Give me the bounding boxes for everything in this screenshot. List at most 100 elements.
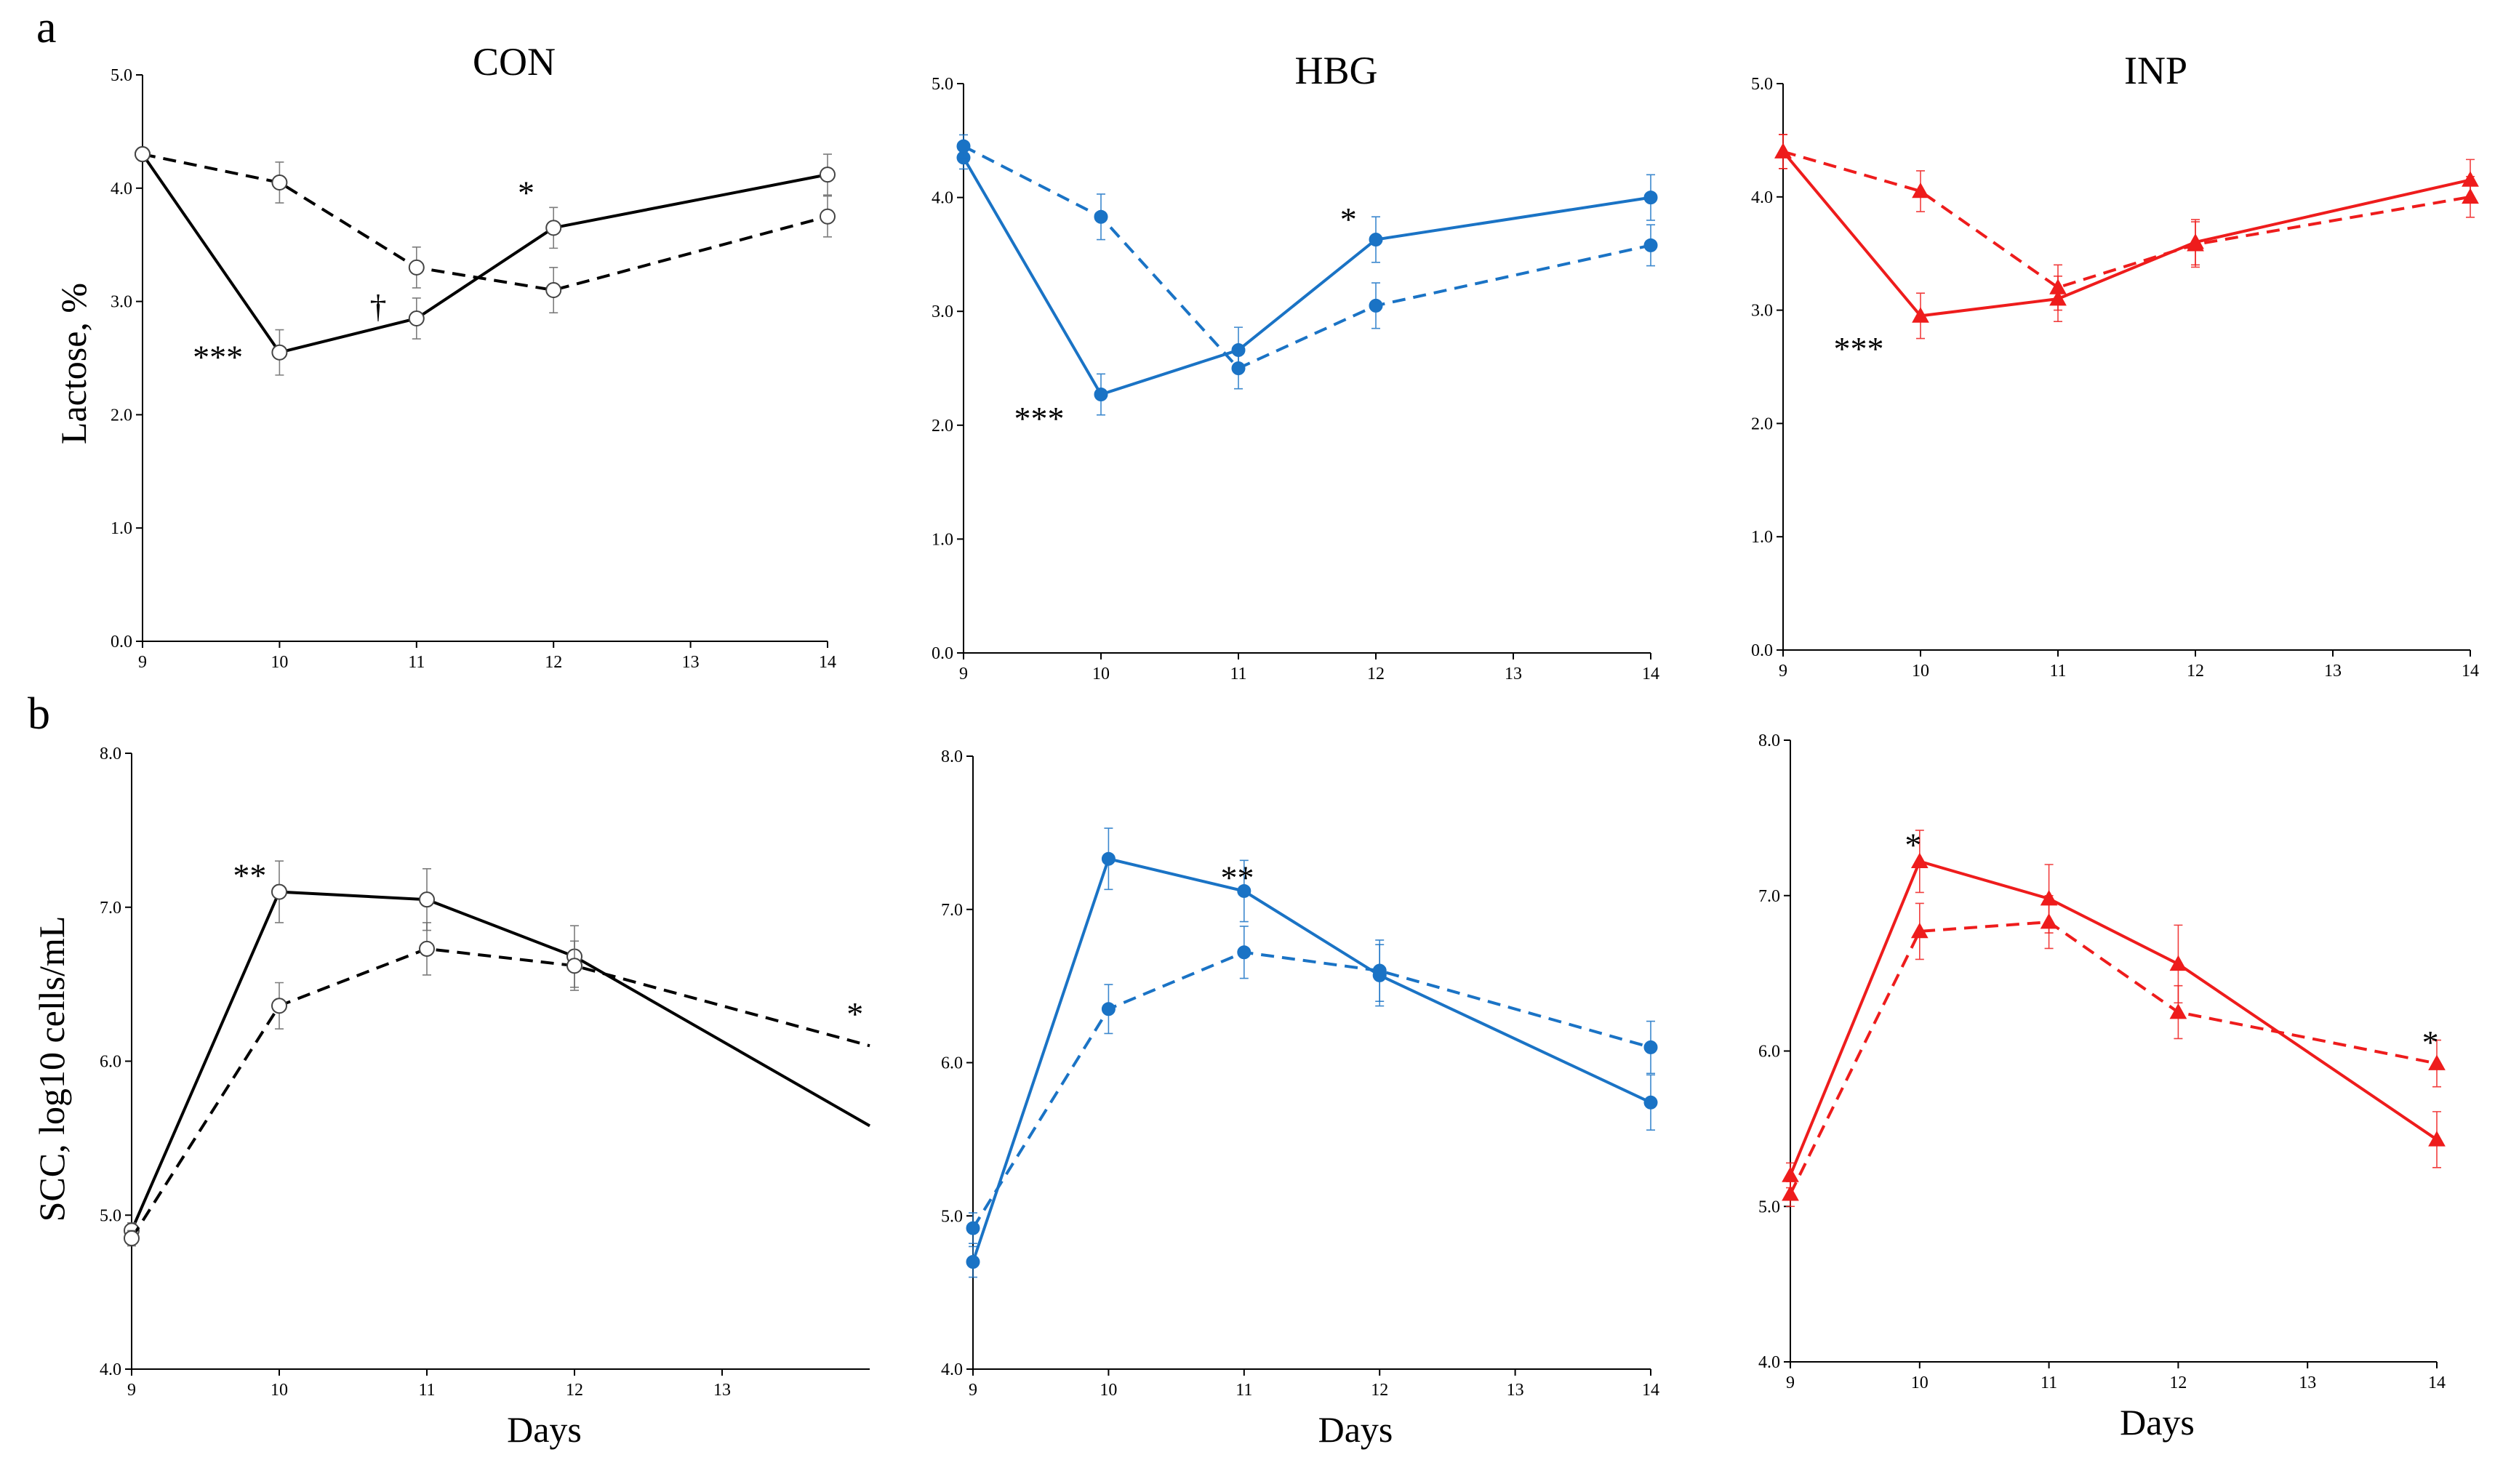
data-point bbox=[271, 175, 288, 191]
chart-panel-a-con: 0.0 1.0 2.0 3.0 4.0 5.0 9 10 11 12 13 14 CON *** † * bbox=[111, 40, 836, 672]
data-point bbox=[2428, 1131, 2446, 1147]
data-point bbox=[1910, 922, 1929, 939]
y-tick-label: 2.0 bbox=[1751, 414, 1773, 433]
x-tick-label: 12 bbox=[2187, 662, 2204, 681]
data-point bbox=[1782, 1185, 1799, 1201]
x-tick-label: 11 bbox=[1230, 665, 1246, 683]
significance-mark: * bbox=[518, 175, 534, 212]
series-line-solid bbox=[972, 857, 1651, 1263]
x-axis-label: Days bbox=[2120, 1402, 2195, 1443]
data-point bbox=[1782, 1166, 1799, 1182]
x-tick-label: 12 bbox=[2169, 1373, 2187, 1392]
y-tick-label: 5.0 bbox=[941, 1207, 963, 1226]
y-tick-label: 5.0 bbox=[111, 66, 132, 85]
x-tick-label: 9 bbox=[1786, 1373, 1795, 1392]
y-tick-label: 5.0 bbox=[932, 75, 953, 94]
data-point bbox=[419, 891, 435, 908]
y-tick-label: 2.0 bbox=[932, 417, 953, 436]
x-tick-label: 10 bbox=[1912, 662, 1929, 681]
data-point bbox=[408, 310, 425, 326]
series-line-dashed bbox=[1782, 150, 2471, 289]
y-tick-label: 4.0 bbox=[100, 1360, 121, 1379]
data-point bbox=[271, 883, 287, 900]
y-tick-label: 7.0 bbox=[1758, 887, 1780, 906]
x-tick-label: 12 bbox=[1367, 665, 1385, 683]
x-axis-label: Days bbox=[507, 1409, 582, 1450]
significance-mark: * bbox=[2422, 1024, 2439, 1061]
x-tick-label: 11 bbox=[408, 653, 425, 672]
x-tick-label: 10 bbox=[1911, 1373, 1929, 1392]
data-point bbox=[1643, 238, 1658, 252]
x-tick-label: 12 bbox=[545, 653, 562, 672]
data-point bbox=[1101, 851, 1116, 866]
y-axis-label-scc: SCC, log10 cells/mL bbox=[31, 916, 72, 1222]
x-tick-label: 9 bbox=[138, 653, 147, 672]
y-tick-label: 4.0 bbox=[932, 189, 953, 208]
significance-mark: ** bbox=[1220, 859, 1254, 897]
series-line-dashed bbox=[972, 950, 1651, 1230]
x-tick-label: 10 bbox=[271, 653, 288, 672]
data-point bbox=[545, 282, 562, 299]
data-point bbox=[966, 1254, 980, 1269]
x-tick-label: 9 bbox=[959, 665, 968, 683]
x-tick-label: 9 bbox=[127, 1381, 136, 1400]
data-point bbox=[2462, 188, 2479, 204]
x-tick-label: 14 bbox=[1642, 1381, 1659, 1400]
data-point bbox=[2049, 278, 2067, 294]
data-point bbox=[135, 146, 151, 163]
data-point bbox=[966, 1221, 980, 1235]
x-tick-label: 9 bbox=[969, 1381, 977, 1400]
chart-panel-a-inp: 0.0 1.0 2.0 3.0 4.0 5.0 9 10 11 12 13 14 INP *** bbox=[1751, 49, 2479, 681]
data-point bbox=[1094, 388, 1108, 402]
data-point bbox=[271, 998, 287, 1014]
data-point bbox=[1643, 1040, 1658, 1054]
y-tick-label: 4.0 bbox=[111, 180, 132, 198]
significance-mark: *** bbox=[1833, 330, 1883, 367]
y-tick-label: 5.0 bbox=[100, 1206, 121, 1225]
x-tick-label: 11 bbox=[1236, 1381, 1252, 1400]
significance-mark: * bbox=[1340, 201, 1357, 238]
series-line-solid bbox=[130, 890, 870, 1232]
data-point bbox=[1369, 233, 1383, 247]
x-tick-label: 13 bbox=[682, 653, 700, 672]
x-tick-label: 13 bbox=[2324, 662, 2342, 681]
y-tick-label: 1.0 bbox=[111, 519, 132, 538]
x-axis-label: Days bbox=[1318, 1409, 1393, 1450]
series-line-dashed bbox=[130, 947, 870, 1240]
data-point bbox=[124, 1230, 140, 1247]
x-tick-label: 12 bbox=[1371, 1381, 1388, 1400]
significance-mark: * bbox=[1905, 826, 1921, 863]
x-tick-label: 10 bbox=[271, 1381, 288, 1400]
y-tick-label: 4.0 bbox=[941, 1360, 963, 1379]
y-tick-label: 1.0 bbox=[1751, 528, 1773, 547]
data-point bbox=[1643, 190, 1658, 205]
series-line-solid bbox=[962, 156, 1651, 396]
x-tick-label: 13 bbox=[1507, 1381, 1524, 1400]
data-point bbox=[1231, 361, 1246, 375]
y-tick-label: 6.0 bbox=[941, 1054, 963, 1073]
y-tick-label: 8.0 bbox=[941, 747, 963, 766]
data-point bbox=[2169, 1003, 2187, 1019]
y-tick-label: 5.0 bbox=[1758, 1198, 1780, 1216]
y-tick-label: 3.0 bbox=[1751, 302, 1773, 321]
y-tick-label: 4.0 bbox=[1751, 188, 1773, 207]
data-point bbox=[820, 167, 836, 183]
data-point bbox=[545, 220, 562, 236]
data-point bbox=[1372, 963, 1387, 978]
y-tick-label: 1.0 bbox=[932, 530, 953, 549]
data-point bbox=[1237, 883, 1251, 898]
y-axis-label-lactose: Lactose, % bbox=[53, 283, 94, 444]
x-tick-label: 12 bbox=[566, 1381, 583, 1400]
x-tick-label: 13 bbox=[2299, 1373, 2316, 1392]
data-point bbox=[1094, 209, 1108, 224]
panel-title: INP bbox=[2124, 49, 2187, 92]
x-tick-label: 11 bbox=[2041, 1373, 2057, 1392]
data-point bbox=[566, 958, 582, 974]
data-point bbox=[2428, 1054, 2446, 1070]
data-point bbox=[419, 940, 435, 957]
x-tick-label: 10 bbox=[1092, 665, 1110, 683]
y-tick-label: 4.0 bbox=[1758, 1353, 1780, 1372]
y-tick-label: 6.0 bbox=[100, 1053, 121, 1072]
